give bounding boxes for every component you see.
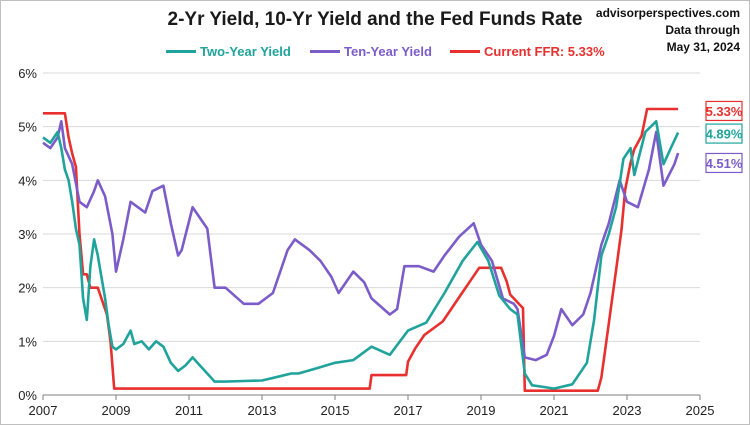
series-line-two-year-yield: [42, 120, 680, 390]
source-block: advisorperspectives.com Data through May…: [596, 5, 740, 56]
x-tick-label: 2023: [613, 403, 642, 418]
legend-label-ten-year: Ten-Year Yield: [344, 44, 432, 59]
legend-item-two-year: Two-Year Yield: [166, 44, 291, 59]
legend-swatch-ffr: [450, 50, 480, 53]
legend-swatch-two-year: [166, 50, 196, 53]
y-tick-label: 0%: [18, 388, 37, 403]
source-date: May 31, 2024: [666, 40, 740, 54]
x-tick-label: 2011: [175, 403, 203, 418]
source-site: advisorperspectives.com: [595, 6, 740, 20]
callout-box: [705, 100, 743, 122]
legend-item-ffr: Current FFR: 5.33%: [450, 44, 605, 59]
legend-swatch-ten-year: [310, 50, 340, 53]
y-tick-label: 5%: [18, 120, 37, 135]
x-tick-label: 2015: [321, 403, 350, 418]
legend: Two-Year Yield Ten-Year Yield Current FF…: [0, 44, 750, 64]
callout-label: 4.89%: [706, 127, 743, 142]
y-tick-label: 3%: [18, 227, 37, 242]
y-tick-label: 4%: [18, 173, 37, 188]
legend-label-two-year: Two-Year Yield: [200, 44, 291, 59]
x-tick-label: 2007: [29, 403, 58, 418]
callout-label: 4.51%: [706, 156, 743, 171]
y-tick-label: 2%: [18, 281, 37, 296]
callout-box: [705, 152, 743, 174]
legend-label-ffr: Current FFR: 5.33%: [484, 44, 605, 59]
callout-box: [705, 123, 743, 144]
x-tick-label: 2009: [102, 403, 131, 418]
x-tick-label: 2021: [540, 403, 569, 418]
y-tick-label: 1%: [18, 334, 37, 349]
x-tick-label: 2019: [467, 403, 496, 418]
source-note: Data through: [665, 23, 740, 37]
x-tick-label: 2017: [394, 403, 423, 418]
series-line-current-ffr-5-33: [43, 107, 679, 392]
x-tick-label: 2025: [686, 403, 715, 418]
chart-title: 2-Yr Yield, 10-Yr Yield and the Fed Fund…: [167, 9, 583, 30]
y-tick-label: 6%: [18, 66, 37, 81]
series-line-ten-year-yield: [42, 120, 680, 362]
legend-item-ten-year: Ten-Year Yield: [310, 44, 432, 59]
callout-label: 5.33%: [706, 104, 743, 119]
x-tick-label: 2013: [248, 403, 277, 418]
